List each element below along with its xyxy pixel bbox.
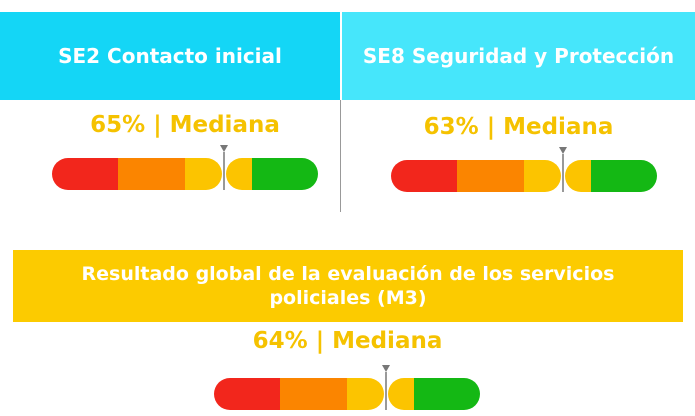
global-header: Resultado global de la evaluación de los… bbox=[13, 250, 683, 322]
gauge-svg bbox=[52, 145, 318, 190]
marker bbox=[220, 145, 228, 152]
segment-orange bbox=[118, 158, 185, 190]
segment-red bbox=[214, 378, 280, 410]
segment-yellow bbox=[388, 378, 414, 410]
segment-red bbox=[391, 160, 457, 192]
segment-yellow bbox=[347, 378, 384, 410]
segment-orange bbox=[457, 160, 524, 192]
gauge bbox=[214, 364, 480, 412]
gauge-svg bbox=[214, 365, 480, 410]
score-label: 64% | Mediana bbox=[252, 328, 443, 354]
panel-header: SE2 Contacto inicial bbox=[0, 12, 340, 100]
segment-green bbox=[252, 158, 318, 190]
segment-yellow bbox=[565, 160, 591, 192]
divider bbox=[340, 100, 341, 212]
gauge bbox=[391, 146, 657, 194]
marker bbox=[559, 147, 567, 154]
gauge bbox=[52, 144, 318, 192]
segment-yellow bbox=[226, 158, 252, 190]
segment-green bbox=[591, 160, 657, 192]
segment-orange bbox=[280, 378, 347, 410]
score-label: 65% | Mediana bbox=[90, 112, 280, 138]
segment-yellow bbox=[185, 158, 222, 190]
gauge-svg bbox=[391, 147, 657, 192]
segment-green bbox=[414, 378, 480, 410]
page: {"panels": [ {"title": "SE2 Contacto ini… bbox=[0, 12, 695, 410]
segment-yellow bbox=[524, 160, 561, 192]
segment-red bbox=[52, 158, 118, 190]
panel-header: SE8 Seguridad y Protección bbox=[342, 12, 695, 100]
score-label: 63% | Mediana bbox=[423, 114, 614, 140]
marker bbox=[382, 365, 390, 372]
